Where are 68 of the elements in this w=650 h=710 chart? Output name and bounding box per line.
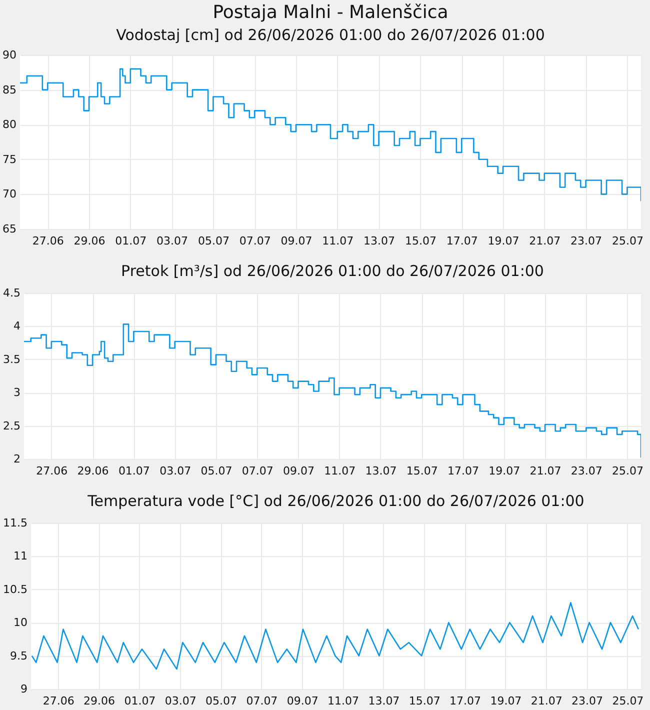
y-tick-label: 3: [14, 386, 20, 400]
x-tick-label: 27.06: [42, 694, 74, 708]
y-tick-label: 2: [14, 452, 20, 466]
x-tick-label: 25.07: [612, 694, 644, 708]
x-tick-label: 09.07: [282, 464, 314, 478]
x-tick-label: 25.07: [612, 464, 644, 478]
x-tick-label: 23.07: [572, 694, 604, 708]
x-tick-label: 03.07: [160, 464, 192, 478]
chart-subtitle: Vodostaj [cm] od 26/06/2026 01:00 do 26/07/2026 01:00: [116, 26, 545, 44]
x-tick-label: 29.06: [74, 234, 106, 248]
x-tick-label: 25.07: [612, 234, 644, 248]
x-tick-label: 19.07: [488, 234, 520, 248]
x-tick-label: 07.07: [246, 694, 278, 708]
x-tick-label: 23.07: [570, 234, 602, 248]
line-series: [31, 602, 640, 670]
y-tick-label: 85: [2, 83, 16, 96]
x-tick-label: 13.07: [365, 464, 397, 478]
x-tick-label: 17.07: [446, 234, 478, 248]
chart-title: Pretok [m³/s] od 26/06/2026 01:00 do 26/07/2026 01:00: [121, 262, 544, 280]
x-tick-label: 21.07: [530, 464, 562, 478]
x-tick-label: 05.07: [198, 234, 230, 248]
x-tick-label: 17.07: [450, 694, 482, 708]
x-tick-label: 15.07: [404, 234, 436, 248]
x-tick-label: 29.06: [77, 464, 109, 478]
x-tick-label: 11.07: [328, 694, 360, 708]
y-tick-label: 10: [14, 616, 28, 630]
x-tick-label: 21.07: [529, 234, 561, 248]
x-tick-label: 07.07: [239, 234, 271, 248]
x-tick-label: 11.07: [322, 234, 354, 248]
y-tick-label: 70: [2, 188, 16, 201]
y-tick-label: 4: [14, 320, 20, 333]
x-tick-label: 19.07: [488, 464, 520, 478]
x-tick-label: 05.07: [206, 694, 238, 708]
x-tick-label: 07.07: [242, 464, 274, 478]
chart-title: Temperatura vode [°C] od 26/06/2026 01:00 do 26/07/2026 01:00: [86, 492, 584, 510]
chart-title: Postaja Malni - Malenščica: [212, 2, 448, 23]
y-tick-label: 9.5: [10, 649, 28, 662]
x-tick-label: 01.07: [115, 234, 147, 248]
x-tick-label: 03.07: [164, 694, 196, 708]
x-tick-label: 19.07: [490, 694, 522, 708]
y-tick-label: 80: [2, 118, 16, 132]
x-tick-label: 01.07: [124, 694, 156, 708]
x-tick-label: 21.07: [530, 694, 562, 708]
x-tick-label: 17.07: [448, 464, 480, 478]
x-tick-label: 13.07: [364, 234, 396, 248]
x-tick-label: 27.06: [32, 234, 64, 248]
x-tick-label: 11.07: [324, 464, 356, 478]
y-tick-label: 75: [2, 152, 16, 166]
x-tick-label: 13.07: [368, 694, 400, 708]
x-tick-label: 27.06: [36, 464, 68, 478]
x-tick-label: 05.07: [200, 464, 232, 478]
y-tick-label: 9: [20, 682, 28, 696]
y-tick-label: 3.5: [3, 352, 20, 366]
x-tick-label: 09.07: [286, 694, 318, 708]
x-tick-label: 15.07: [408, 694, 440, 708]
y-tick-label: 10.5: [3, 582, 28, 596]
y-tick-label: 90: [2, 48, 16, 62]
x-tick-label: 03.07: [156, 234, 188, 248]
x-tick-label: 29.06: [84, 694, 116, 708]
y-tick-label: 65: [2, 222, 16, 236]
x-tick-label: 23.07: [570, 464, 602, 478]
x-tick-label: 15.07: [406, 464, 438, 478]
y-tick-label: 11.5: [3, 516, 28, 530]
x-tick-label: 01.07: [118, 464, 150, 478]
y-tick-label: 4.5: [3, 286, 20, 300]
y-tick-label: 11: [14, 550, 28, 563]
x-tick-label: 09.07: [280, 234, 312, 248]
y-tick-label: 2.5: [3, 419, 20, 432]
